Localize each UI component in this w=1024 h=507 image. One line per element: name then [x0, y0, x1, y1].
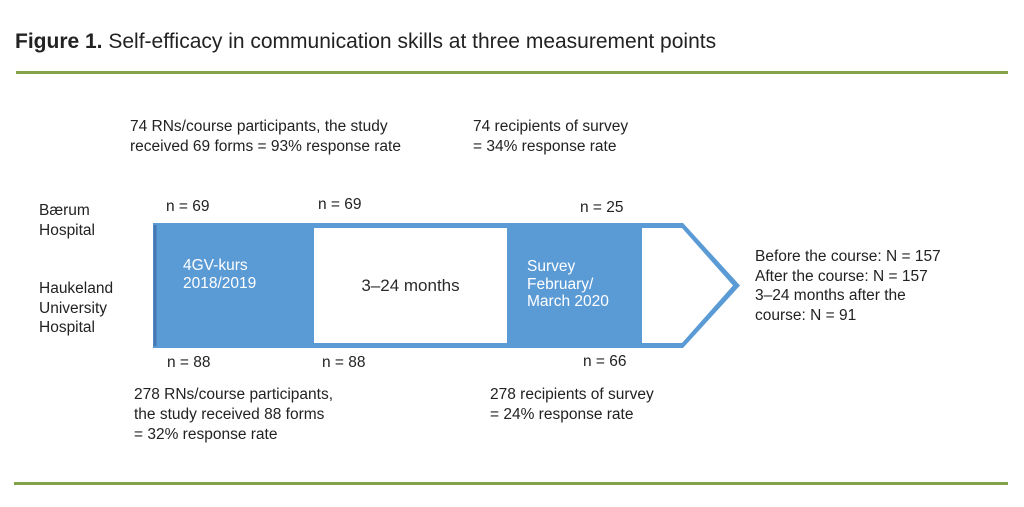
annotation-bottom-right-response-rate: 278 recipients of survey = 24% response …	[490, 386, 654, 423]
top-divider-rule	[16, 71, 1008, 74]
annotation-bottom-left-response-rate: 278 RNs/course participants, the study r…	[134, 386, 334, 443]
summary-totals-text: Before the course: N = 157 After the cou…	[755, 248, 941, 324]
stage1-course-label: 4GV-kurs 2018/2019	[183, 257, 257, 292]
figure-number-label: Figure 1.	[15, 30, 103, 53]
bottom-divider-rule	[14, 482, 1008, 485]
annotation-top-right-response-rate: 74 recipients of survey = 34% response r…	[473, 118, 629, 155]
n-count-top-stage2: n = 69	[318, 196, 362, 213]
n-count-bottom-stage1: n = 88	[167, 354, 211, 371]
stage2-interval-label: 3–24 months	[361, 275, 460, 295]
row-label-haukeland-hospital: Haukeland University Hospital	[39, 280, 114, 336]
stage2-white-cutout	[314, 228, 507, 343]
stage3-survey-label: Survey February/ March 2020	[527, 258, 609, 310]
arrowhead-white-cutout	[642, 228, 733, 343]
figure-caption: Figure 1. Self-efficacy in communication…	[15, 29, 716, 55]
annotation-top-left-response-rate: 74 RNs/course participants, the study re…	[130, 118, 401, 155]
row-label-baerum-hospital: Bærum Hospital	[39, 202, 95, 239]
n-count-top-stage3: n = 25	[580, 199, 624, 216]
n-count-bottom-stage2: n = 88	[322, 354, 366, 371]
stage2-interval-box: 3–24 months	[314, 228, 507, 343]
n-count-bottom-stage3: n = 66	[583, 353, 627, 370]
n-count-top-stage1: n = 69	[166, 198, 210, 215]
arrow-left-edge-shade	[153, 225, 157, 346]
figure-title-text: Self-efficacy in communication skills at…	[108, 30, 717, 53]
